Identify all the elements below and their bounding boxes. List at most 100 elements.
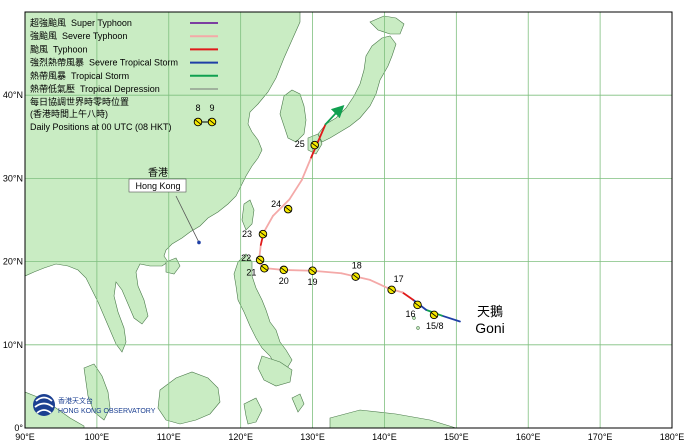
hong-kong-leader-line [175, 195, 200, 243]
japan-islands [317, 35, 397, 143]
legend-item-label-zh: 強颱風 [30, 30, 57, 41]
hong-kong-observatory-logo: 香港天文台 HONG KONG OBSERVATORY [33, 394, 156, 416]
legend-sample-label-1: 8 [195, 103, 200, 113]
latitude-tick-label: 40°N [3, 90, 23, 100]
track-direction-arrow [330, 104, 345, 119]
philippines [233, 253, 293, 371]
lat-lon-grid [25, 12, 672, 428]
daily-position-marker [429, 310, 439, 320]
legend-item-label-zh: 強烈熱帶風暴 [30, 57, 84, 68]
track-segment [401, 291, 415, 301]
hong-kong-label-box [128, 178, 187, 193]
hong-kong-label-en: Hong Kong [135, 181, 180, 191]
storm-name-zh: 天鵝 [477, 305, 503, 320]
daily-position-marker [255, 255, 265, 265]
mariana-islands [412, 316, 416, 320]
hokkaido [369, 15, 405, 35]
track-segment [317, 123, 327, 142]
logo-text-zh: 香港天文台 [58, 396, 93, 405]
daily-position-label: 19 [308, 277, 318, 287]
latitude-tick-labels: 0° 10°N 20°N 30°N 40°N [3, 90, 24, 433]
track-segment [258, 244, 262, 259]
daily-position-label: 24 [271, 199, 281, 209]
longitude-tick-labels: 90°E 100°E 110°E 120°E 130°E 140°E 150°E 160°E 1… [15, 432, 684, 442]
legend-item: 熱帶低氣壓 Tropical Depression [30, 83, 218, 94]
daily-position-marker [283, 204, 293, 214]
legend-item-label-zh: 超強颱風 [30, 17, 66, 28]
logo-text-en: HONG KONG OBSERVATORY [58, 408, 156, 415]
sulawesi [243, 397, 263, 425]
daily-position-label: 16 [406, 309, 416, 319]
track-segment [300, 156, 313, 181]
legend-item-label-en: Severe Typhoon [62, 31, 127, 41]
daily-position-marker [258, 229, 268, 239]
track-segment [262, 214, 274, 234]
legend-item: 颱風 Typhoon [30, 44, 218, 54]
track-segment [441, 314, 461, 323]
longitude-tick-label: 140°E [372, 432, 397, 442]
latitude-tick-label: 30°N [3, 173, 23, 183]
daily-position-marker [387, 285, 396, 295]
track-segment [369, 279, 389, 290]
daily-positions: 15/8 16 17 18 19 20 21 22 23 24 25 [241, 139, 444, 331]
longitude-tick-label: 180°E [660, 432, 684, 442]
legend-item-label-en: Typhoon [53, 44, 88, 54]
longitude-tick-label: 100°E [85, 432, 110, 442]
daily-position-marker [310, 140, 319, 150]
daily-position-marker [308, 266, 317, 276]
track-segment [282, 269, 314, 272]
daily-position-label: 15/8 [426, 321, 444, 331]
daily-position-marker [279, 265, 289, 275]
mindanao [257, 355, 293, 387]
longitude-tick-label: 160°E [516, 432, 541, 442]
latitude-tick-label: 0° [14, 423, 23, 433]
daily-position-label: 22 [241, 253, 251, 263]
legend-sample-marker-1 [193, 117, 203, 127]
daily-position-label: 23 [242, 229, 252, 239]
maluku [291, 393, 305, 413]
daily-position-label: 20 [279, 276, 289, 286]
storm-name-en: Goni [475, 320, 505, 336]
map-frame [24, 11, 673, 429]
track-segment [272, 198, 291, 217]
legend-sample-label-2: 9 [209, 103, 214, 113]
longitude-tick-label: 150°E [444, 432, 469, 442]
longitude-tick-label: 170°E [588, 432, 613, 442]
daily-position-marker [351, 272, 360, 281]
new-guinea [329, 409, 457, 428]
taiwan [241, 199, 255, 231]
legend: 超強颱風 Super Typhoon 強颱風 Severe Typhoon 颱風 Typh… [30, 17, 218, 132]
hong-kong-label-zh: 香港 [148, 167, 168, 179]
legend-item-label-zh: 颱風 [30, 44, 48, 54]
longitude-tick-label: 110°E [157, 432, 181, 442]
hong-kong-dot [197, 240, 201, 245]
legend-item: 熱帶風暴 Tropical Storm [30, 70, 218, 81]
legend-sample-marker-2 [207, 117, 217, 127]
latitude-tick-label: 20°N [3, 257, 23, 267]
longitude-tick-label: 90°E [15, 432, 35, 442]
legend-note-zh-2: (香港時間上午八時) [30, 108, 108, 119]
guam [416, 326, 420, 330]
legend-item: 強烈熱帶風暴 Severe Tropical Storm [30, 57, 218, 68]
daily-position-marker [260, 264, 269, 273]
legend-item-label-en: Super Typhoon [71, 18, 132, 28]
legend-item-label-en: Tropical Storm [71, 71, 129, 81]
korea-peninsula [279, 89, 307, 143]
legend-item-label-zh: 熱帶風暴 [30, 70, 66, 81]
legend-item-label-en: Severe Tropical Storm [89, 58, 178, 68]
daily-position-label: 21 [246, 267, 256, 277]
borneo [157, 371, 221, 425]
track-segment [311, 269, 343, 275]
legend-note-zh-1: 每日協調世界時零時位置 [30, 96, 129, 107]
latitude-tick-label: 10°N [3, 340, 23, 350]
legend-item: 超強颱風 Super Typhoon [30, 17, 218, 28]
daily-position-label: 18 [352, 261, 362, 271]
track-segment [288, 179, 303, 201]
daily-position-marker [413, 300, 422, 310]
legend-item-label-en: Tropical Depression [80, 84, 160, 94]
longitude-tick-label: 130°E [300, 432, 325, 442]
longitude-tick-label: 120°E [228, 432, 253, 442]
legend-item: 強颱風 Severe Typhoon [30, 30, 218, 41]
daily-position-label: 17 [394, 274, 404, 284]
